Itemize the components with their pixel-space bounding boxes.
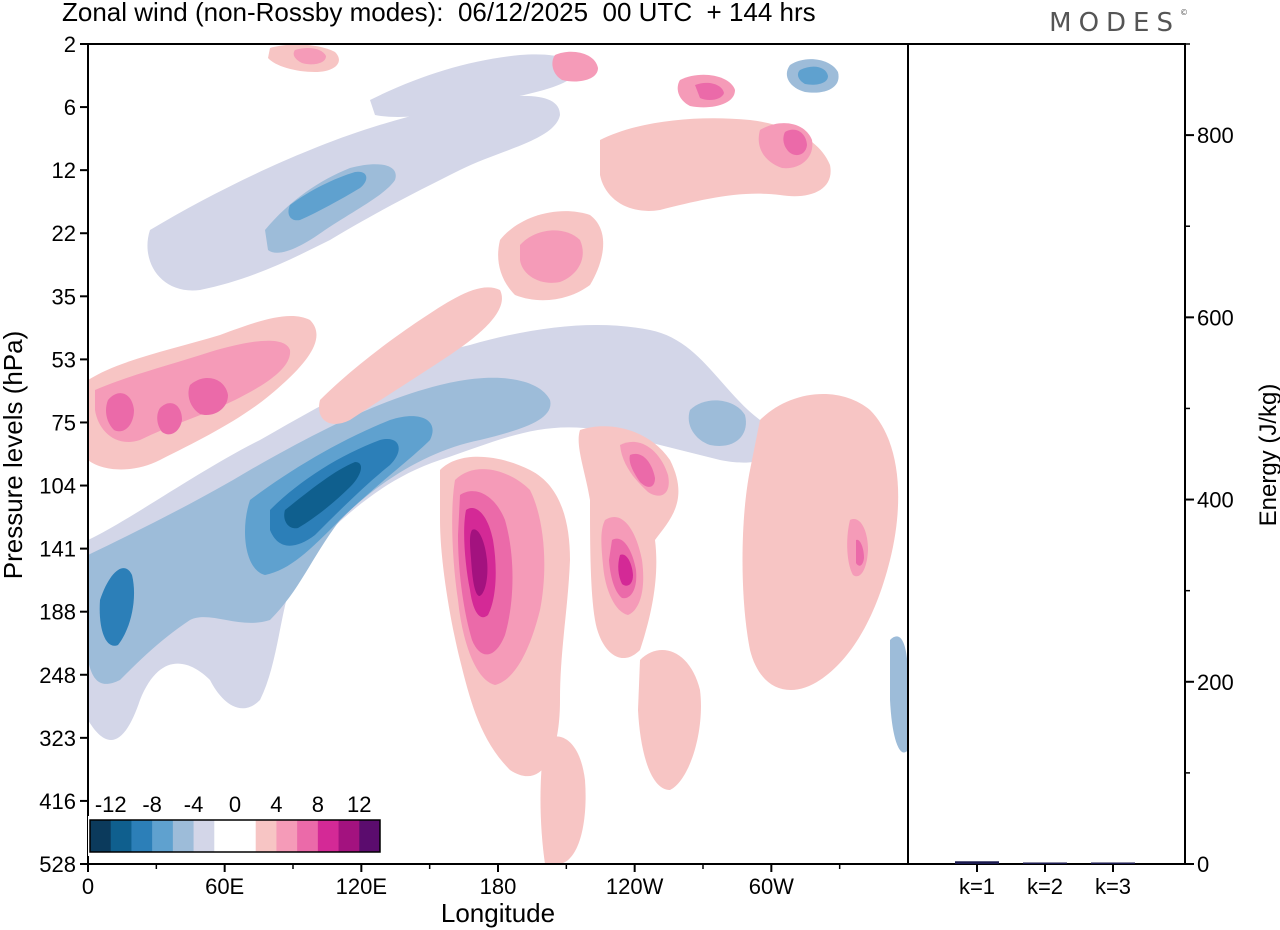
y-tick-label: 12: [52, 158, 76, 183]
modes-logo: MODES©: [1049, 8, 1188, 38]
colorbar-swatch: [90, 820, 112, 852]
energy-category-label: k=2: [1027, 874, 1063, 899]
x-axis-ticks: 0 60E 120E 180 120W 60W: [82, 864, 841, 899]
colorbar-swatch: [235, 820, 257, 852]
colorbar-swatch: [152, 820, 174, 852]
colorbar-swatch: [110, 820, 132, 852]
chart-title: Zonal wind (non-Rossby modes): 06/12/202…: [62, 0, 816, 27]
colorbar-label: 12: [347, 792, 371, 817]
pos-top-center: [552, 51, 598, 82]
pos-upper-west-inner3: [188, 377, 228, 416]
neg-strat-mid: [265, 164, 396, 253]
y-tick-label: 53: [52, 347, 76, 372]
y-tick-label: 188: [39, 600, 76, 625]
pos-top-right-core: [695, 82, 724, 101]
pos-mid-band: [319, 287, 502, 424]
colorbar-swatch: [317, 820, 340, 852]
y-tick-label: 248: [39, 663, 76, 688]
pos-top-left-core: [293, 48, 326, 65]
y-tick-label: 35: [52, 284, 76, 309]
colorbar-swatch: [131, 820, 153, 852]
y-tick-label: 2: [64, 32, 76, 57]
colorbar-label: 4: [270, 792, 282, 817]
pos-right-lower-peak: [856, 539, 864, 566]
x-tick-label: 60E: [205, 874, 244, 899]
colorbar: -12 -8 -4 0 4 8 12: [88, 792, 382, 856]
colorbar-swatch: [214, 820, 236, 852]
x-tick-label: 120E: [336, 874, 387, 899]
colorbar-swatch: [359, 820, 381, 852]
colorbar-label: -8: [142, 792, 162, 817]
y-tick-label: 22: [52, 221, 76, 246]
logo-text: MODES: [1049, 8, 1180, 38]
neg-low-right: [890, 636, 908, 753]
colorbar-swatch: [276, 820, 298, 852]
energy-axis-title: Energy (J/kg): [1255, 384, 1280, 527]
pos-dateline-peak: [470, 529, 488, 596]
neg-strat-core: [288, 171, 367, 221]
colorbar-swatch: [193, 820, 215, 852]
neg-jet-peak: [284, 462, 362, 529]
neg-top-band: [370, 54, 576, 117]
energy-panel-frame: [907, 43, 1186, 865]
x-tick-label: 0: [82, 874, 94, 899]
pos-right-mid: [638, 650, 701, 790]
y-tick-label: 528: [39, 852, 76, 877]
pos-dateline-tail: [540, 736, 586, 864]
energy-category-label: k=1: [959, 874, 995, 899]
y-tick-label: 323: [39, 726, 76, 751]
y-axis-ticks: 2 6 12 22 35 53 75 104 141 188 248 323 416 528: [39, 32, 88, 877]
x-axis-title: Longitude: [441, 898, 555, 928]
colorbar-label: -4: [184, 792, 204, 817]
y-tick-label: 6: [64, 95, 76, 120]
energy-tick-label: 0: [1197, 852, 1209, 877]
colorbar-label: 8: [312, 792, 324, 817]
energy-axis-ticks: 0 200 400 600 800: [1185, 43, 1234, 877]
colorbar-border: [89, 819, 381, 853]
energy-bar-k1: [955, 861, 999, 864]
energy-tick-label: 400: [1197, 488, 1234, 513]
y-tick-label: 141: [39, 537, 76, 562]
energy-tick-label: 600: [1197, 305, 1234, 330]
colorbar-label: 0: [229, 792, 241, 817]
colorbar-swatch: [172, 820, 195, 852]
y-tick-label: 416: [39, 789, 76, 814]
pos-120w-peak: [618, 554, 633, 586]
energy-bar-k2: [1023, 862, 1067, 864]
energy-bars: k=1 k=2 k=3: [955, 861, 1135, 899]
colorbar-swatch: [255, 820, 277, 852]
energy-bar-k3: [1091, 862, 1135, 864]
y-axis-title: Pressure levels (hPa): [0, 331, 28, 580]
energy-category-label: k=3: [1095, 874, 1131, 899]
energy-tick-label: 800: [1197, 123, 1234, 148]
neg-low-west: [99, 568, 135, 646]
x-tick-label: 180: [480, 874, 517, 899]
colorbar-label: -12: [95, 792, 127, 817]
energy-tick-label: 200: [1197, 670, 1234, 695]
pos-upper-west-inner2: [157, 403, 182, 435]
pos-upper-west-inner1: [106, 393, 134, 432]
x-tick-label: 120W: [606, 874, 664, 899]
neg-top-right-core: [797, 66, 828, 85]
colorbar-swatch: [338, 820, 360, 852]
contour-field: [88, 44, 908, 864]
y-tick-label: 104: [39, 474, 76, 499]
colorbar-swatch: [297, 820, 319, 852]
x-tick-label: 60W: [749, 874, 794, 899]
pos-strat-center-core: [520, 230, 583, 283]
pos-120w-upper-core: [629, 453, 655, 487]
y-tick-label: 75: [52, 410, 76, 435]
pos-strat-east-peak: [783, 129, 807, 156]
pos-right-lower: [742, 393, 899, 690]
neg-mid-right: [688, 400, 746, 446]
